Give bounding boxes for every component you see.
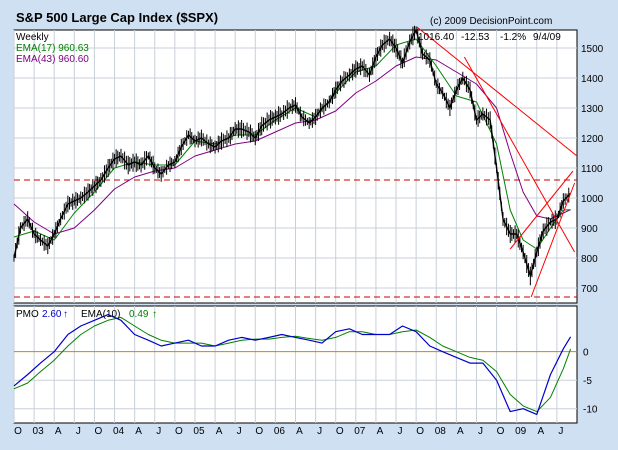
pmo-ema-label: EMA(10): [81, 309, 120, 320]
x-tick-label: A: [296, 426, 303, 437]
x-tick-label: O: [95, 426, 103, 437]
x-tick-label: 06: [274, 426, 286, 437]
pmo-tick-label: -5: [583, 376, 592, 387]
x-tick-label: O: [336, 426, 344, 437]
x-tick-label: O: [255, 426, 263, 437]
x-tick-label: O: [497, 426, 505, 437]
legend-ema17: EMA(17) 960.63: [16, 43, 89, 54]
x-tick-label: 09: [515, 426, 527, 437]
period-label: Weekly: [16, 32, 49, 43]
pmo-ema-value: 0.49: [129, 309, 149, 320]
x-tick-label: A: [135, 426, 142, 437]
axis-ticks: O 03 A J O 04 A J O 05 A J O 06 A J O 07 A J O 08 A J O 09 A J 700 80…: [14, 44, 604, 437]
x-tick-label: 04: [113, 426, 125, 437]
legend-ema43: EMA(43) 960.60: [16, 54, 89, 65]
trend-line: [463, 56, 576, 253]
x-tick-label: O: [14, 426, 22, 437]
price-tick-label: 700: [581, 284, 598, 295]
copyright-text: (c) 2009 DecisionPoint.com: [430, 16, 552, 27]
x-tick-label: J: [76, 426, 81, 437]
price-tick-label: 800: [581, 254, 598, 265]
x-tick-label: A: [537, 426, 544, 437]
x-tick-label: J: [317, 426, 322, 437]
price-tick-label: 1200: [581, 134, 604, 145]
x-tick-label: 03: [33, 426, 45, 437]
trend-line: [416, 26, 578, 157]
pmo-tick-label: -10: [583, 405, 598, 416]
trend-lines: [416, 26, 578, 298]
pmo-value: 2.60: [42, 309, 62, 320]
pmo-series-group: [13, 314, 572, 415]
x-tick-label: 05: [193, 426, 205, 437]
trend-line: [530, 182, 576, 298]
x-tick-label: O: [416, 426, 424, 437]
price-tick-label: 1000: [581, 194, 604, 205]
x-tick-label: O: [175, 426, 183, 437]
price-tick-label: 900: [581, 224, 598, 235]
trend-line: [509, 170, 574, 250]
reference-lines: [14, 179, 577, 298]
pmo-label: PMO: [16, 309, 39, 320]
quote-date: 9/4/09: [533, 32, 561, 43]
x-tick-label: J: [237, 426, 242, 437]
x-tick-label: A: [55, 426, 62, 437]
x-tick-label: A: [216, 426, 223, 437]
x-tick-label: A: [377, 426, 384, 437]
x-tick-label: 07: [354, 426, 366, 437]
quote-last: 1016.40: [418, 32, 455, 43]
pmo-tick-label: 0: [583, 348, 589, 359]
chart-title: S&P 500 Large Cap Index ($SPX): [16, 10, 218, 25]
pmo-line: [13, 314, 572, 415]
pmo-up-arrow: ↑: [63, 309, 68, 320]
price-tick-label: 1400: [581, 74, 604, 85]
price-tick-label: 1300: [581, 104, 604, 115]
x-tick-label: J: [478, 426, 483, 437]
price-tick-label: 1500: [581, 44, 604, 55]
x-tick-label: J: [558, 426, 563, 437]
price-tick-label: 1100: [581, 164, 603, 175]
x-tick-label: A: [457, 426, 464, 437]
pmo-ema-up-arrow: ↑: [152, 309, 157, 320]
x-tick-label: 08: [435, 426, 447, 437]
x-tick-label: J: [156, 426, 161, 437]
quote-pct: -1.2%: [500, 32, 526, 43]
x-tick-label: J: [398, 426, 403, 437]
quote-change: -12.53: [461, 32, 490, 43]
pmo-ema-line: [13, 316, 572, 413]
price-series-group: [13, 25, 572, 286]
